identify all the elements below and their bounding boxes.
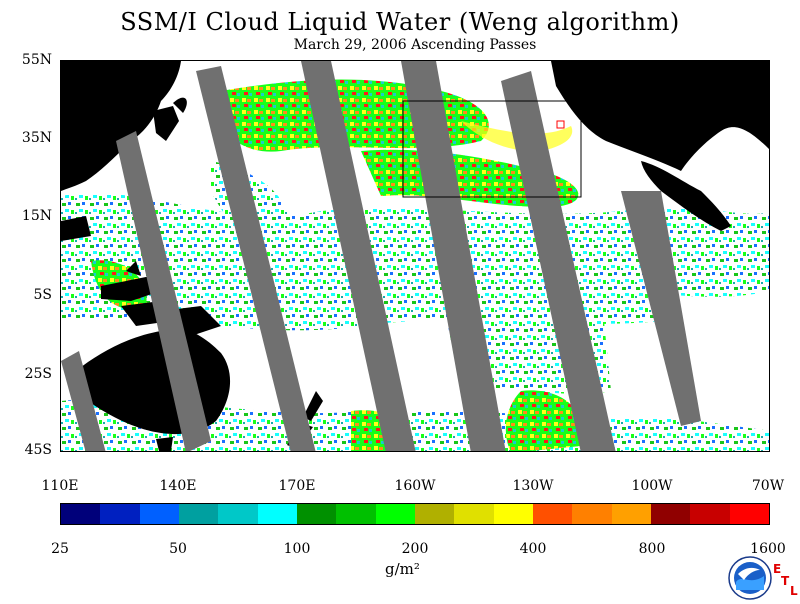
lon-label: 140E (159, 478, 197, 494)
lat-label: 25S (24, 366, 52, 382)
lon-label: 110E (41, 478, 79, 494)
colorbar-cell (532, 504, 573, 524)
lon-label: 160W (394, 478, 436, 494)
colorbar-tick-label: 400 (519, 541, 547, 557)
swath-gaps (61, 61, 701, 451)
lat-label: 5S (33, 287, 53, 303)
colorbar-cell (61, 504, 101, 524)
colorbar-cell (178, 504, 219, 524)
colorbar-cell (729, 504, 769, 524)
colorbar-tick-label: 1600 (750, 541, 786, 557)
colorbar-cell (611, 504, 651, 524)
color-scale-bar (60, 503, 770, 525)
cloud-water-map (61, 61, 769, 451)
colorbar-cell (650, 504, 691, 524)
map-panel (60, 60, 770, 452)
lat-label: 35N (21, 130, 52, 146)
colorbar-cell (139, 504, 179, 524)
chart-title: SSM/I Cloud Liquid Water (Weng algorithm… (120, 8, 680, 36)
colorbar-cell (375, 504, 415, 524)
colorbar-cell (218, 504, 258, 524)
colorbar-cell (493, 504, 533, 524)
lon-label: 130W (512, 478, 554, 494)
colorbar-tick-label: 50 (169, 541, 187, 557)
colorbar-cell (296, 504, 337, 524)
site-marker (556, 120, 565, 129)
noaa-logo-icon (728, 556, 772, 600)
units-label: g/m² (385, 560, 420, 578)
etl-letter: L (790, 584, 798, 598)
lon-label: 170E (278, 478, 316, 494)
colorbar-tick-label: 100 (283, 541, 311, 557)
colorbar-cell (572, 504, 612, 524)
colorbar-tick-label: 800 (638, 541, 666, 557)
colorbar-cell (100, 504, 140, 524)
colorbar-tick-label: 200 (401, 541, 429, 557)
colorbar-cell (454, 504, 494, 524)
etl-letter: E (773, 562, 782, 576)
colorbar-cell (414, 504, 455, 524)
chart-subtitle: March 29, 2006 Ascending Passes (293, 37, 537, 53)
etl-letter: T (781, 574, 790, 588)
lon-label: 100W (631, 478, 673, 494)
colorbar-tick-label: 25 (51, 541, 69, 557)
colorbar-cell (690, 504, 730, 524)
lat-label: 55N (21, 52, 52, 68)
lat-label: 45S (24, 442, 52, 458)
lat-label: 15N (21, 208, 52, 224)
lon-label: 70W (751, 478, 785, 494)
region-box (402, 100, 582, 198)
colorbar-cell (336, 504, 376, 524)
colorbar-cell (257, 504, 297, 524)
